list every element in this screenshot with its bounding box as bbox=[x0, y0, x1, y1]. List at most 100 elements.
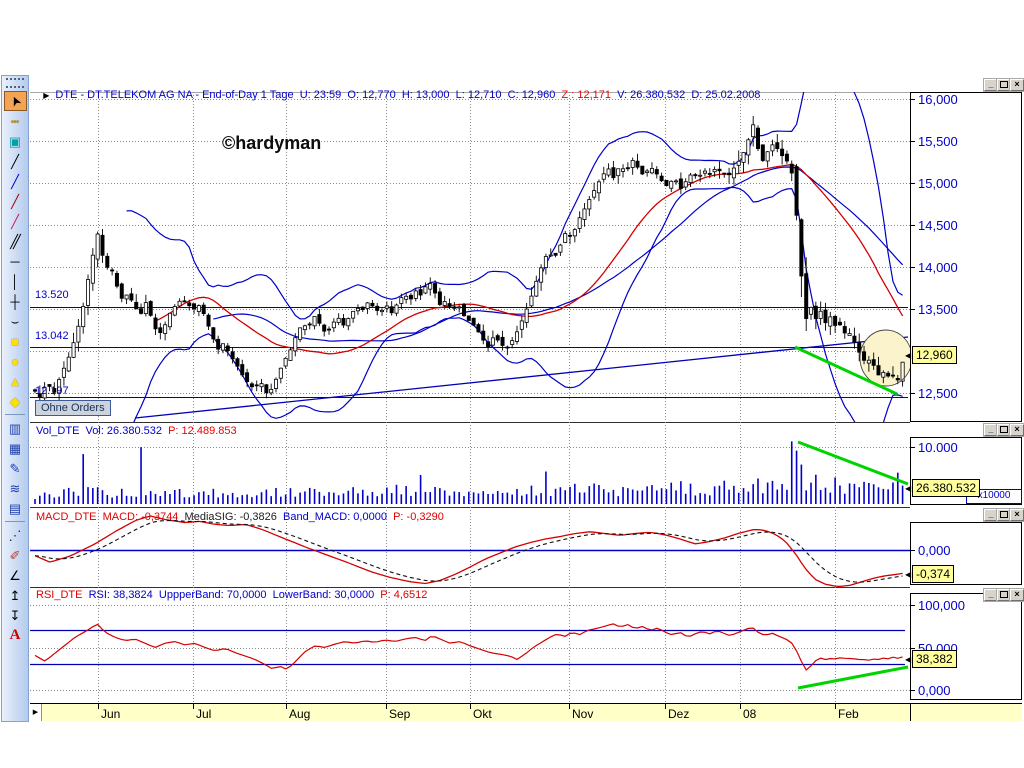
month-label: Nov bbox=[572, 707, 594, 721]
chart-maximize-button[interactable] bbox=[996, 78, 1012, 92]
header-segment: P: 4,6512 bbox=[380, 589, 428, 601]
rectangle-shape-tool[interactable]: ■ bbox=[4, 331, 27, 351]
trend-line-red-black-tool[interactable]: ╱ bbox=[4, 191, 27, 211]
macd-pane-maximize-button[interactable] bbox=[996, 508, 1012, 522]
paint-tool[interactable]: ✐ bbox=[4, 545, 27, 565]
zoom-area-tool[interactable]: ▣ bbox=[4, 131, 27, 151]
rsi-pane-minimize-button[interactable]: _ bbox=[983, 588, 999, 602]
price-level-label: 12.197 bbox=[35, 385, 69, 397]
last-value-badge: ◀ 38,382 bbox=[905, 650, 957, 668]
vertical-split-view-tool[interactable]: ▥ bbox=[4, 418, 27, 438]
axis-tick-label: 14,500 bbox=[918, 218, 958, 233]
title-segment: Z : 12,171 bbox=[561, 89, 611, 101]
rsi-axis: 100,000 50,000 0,000 bbox=[910, 593, 1022, 700]
axis-divider bbox=[910, 704, 911, 721]
zigzag-icon: ⋰ bbox=[8, 527, 22, 543]
rsi-pane-close-button[interactable]: × bbox=[1009, 588, 1024, 602]
watermark: ©hardyman bbox=[222, 133, 322, 153]
parallel-lines-tool[interactable]: ╱╱ bbox=[4, 231, 27, 251]
triangle-shape-icon: ▲ bbox=[8, 373, 22, 389]
rsi-plot[interactable] bbox=[30, 587, 910, 703]
pin-ruler-tool[interactable]: ┅ bbox=[4, 111, 27, 131]
trend-line-blue-icon: ╱ bbox=[11, 173, 19, 189]
line-tool[interactable]: ╱ bbox=[4, 151, 27, 171]
month-tick bbox=[386, 704, 387, 709]
diamond-shape-tool[interactable]: ◆ bbox=[4, 391, 27, 411]
volume-plot[interactable] bbox=[30, 422, 910, 505]
diamond-shape-icon: ◆ bbox=[10, 393, 20, 409]
month-label: Feb bbox=[838, 707, 859, 721]
axis-tick-mark bbox=[911, 99, 915, 100]
trend-line-blue-tool[interactable]: ╱ bbox=[4, 171, 27, 191]
header-segment: RSI: 38,3824 UppperBand: 70,0000 LowerBa… bbox=[88, 589, 381, 601]
trend-line-red-blue-icon: ╱ bbox=[11, 213, 19, 229]
month-label: Okt bbox=[473, 707, 492, 721]
chart-titlebar: ▶ DTE - DT.TELEKOM AG NA - End-of-Day 1 T… bbox=[31, 77, 981, 101]
zigzag-tool[interactable]: ⋰ bbox=[4, 525, 27, 545]
volume-pane-minimize-button[interactable]: _ bbox=[983, 423, 999, 437]
curve-tool[interactable]: ⌣ bbox=[4, 311, 27, 331]
collapse-arrow-icon[interactable]: ▶ bbox=[43, 91, 50, 100]
vertical-line-tool[interactable]: │ bbox=[4, 271, 27, 291]
cross-tool[interactable]: ┼ bbox=[4, 291, 27, 311]
arrow-down-tool[interactable]: ↧ bbox=[4, 605, 27, 625]
macd-header: MACD_DTE MACD: -0,3744 MediaSIG: -0,3826… bbox=[36, 511, 444, 523]
toolbar-grip[interactable] bbox=[6, 78, 24, 88]
axis-tick-mark bbox=[911, 309, 915, 310]
axis-tick-label: 14,000 bbox=[918, 260, 958, 275]
badge-arrow-icon: ◀ bbox=[905, 569, 912, 579]
toolbar-divider bbox=[5, 414, 25, 415]
month-tick bbox=[665, 704, 666, 709]
chart-close-button[interactable]: × bbox=[1009, 78, 1024, 92]
arcs-tool[interactable]: ≋ bbox=[4, 478, 27, 498]
notes-tool[interactable]: ✎ bbox=[4, 458, 27, 478]
macd-pane-minimize-button[interactable]: _ bbox=[983, 508, 999, 522]
month-label: Jun bbox=[101, 707, 121, 721]
month-tick bbox=[569, 704, 570, 709]
macd-plot[interactable] bbox=[30, 507, 910, 587]
report-tool[interactable]: ▤ bbox=[4, 498, 27, 518]
axis-tick-label: 0,000 bbox=[918, 543, 951, 558]
volume-pane-close-button[interactable]: × bbox=[1009, 423, 1024, 437]
text-icon: A bbox=[9, 626, 21, 643]
horizontal-line-tool[interactable]: ─ bbox=[4, 251, 27, 271]
cursor-icon: ➤ bbox=[5, 92, 25, 110]
rectangle-shape-icon: ■ bbox=[11, 333, 19, 349]
badge-arrow-icon: ◀ bbox=[905, 350, 912, 360]
angle-tool[interactable]: ∠ bbox=[4, 565, 27, 585]
text-tool[interactable]: A bbox=[4, 625, 27, 645]
price-chart-plot[interactable] bbox=[30, 92, 910, 422]
macd-pane-close-button[interactable]: × bbox=[1009, 508, 1024, 522]
axis-tick-mark bbox=[911, 550, 915, 551]
price-axis: 16,000 15,500 15,000 14,500 14,000 13,500 12,5… bbox=[910, 92, 1022, 422]
last-value-badge: ◀ 12,960 bbox=[905, 346, 957, 364]
pin-ruler-icon: ┅ bbox=[11, 113, 19, 129]
month-tick bbox=[740, 704, 741, 709]
chart-title: DTE - DT.TELEKOM AG NA - End-of-Day 1 Ta… bbox=[55, 89, 760, 101]
axis-tick-label: 10.000 bbox=[918, 440, 958, 455]
volume-pane-maximize-button[interactable] bbox=[996, 423, 1012, 437]
header-segment: MACD_DTE MACD: -0,3744 bbox=[36, 511, 185, 523]
title-segment: DTE - DT.TELEKOM AG NA - End-of-Day 1 Ta… bbox=[55, 89, 562, 101]
axis-tick-mark bbox=[911, 648, 915, 649]
month-tick bbox=[98, 704, 99, 709]
chart-minimize-button[interactable]: _ bbox=[983, 78, 999, 92]
cursor-tool[interactable]: ➤ bbox=[3, 91, 27, 111]
month-label: Dez bbox=[668, 707, 690, 721]
month-label: Jul bbox=[196, 707, 212, 721]
ellipse-shape-tool[interactable]: ● bbox=[4, 351, 27, 371]
ohne-orders-button[interactable]: Ohne Orders bbox=[35, 400, 111, 416]
rsi-pane-maximize-button[interactable] bbox=[996, 588, 1012, 602]
axis-tick-mark bbox=[911, 447, 915, 448]
scroll-left-arrow[interactable]: ▶ bbox=[30, 704, 42, 721]
price-level-label: 13.520 bbox=[35, 289, 69, 301]
arrow-up-tool[interactable]: ↥ bbox=[4, 585, 27, 605]
badge-value: -0,374 bbox=[916, 567, 951, 581]
paint-icon: ✐ bbox=[9, 547, 21, 563]
triangle-shape-tool[interactable]: ▲ bbox=[4, 371, 27, 391]
trend-line-red-blue-tool[interactable]: ╱ bbox=[4, 211, 27, 231]
axis-tick-label: 15,000 bbox=[918, 176, 958, 191]
grid-view-tool[interactable]: ▦ bbox=[4, 438, 27, 458]
maximize-icon bbox=[1000, 511, 1008, 518]
arrow-down-icon: ↧ bbox=[9, 607, 21, 623]
